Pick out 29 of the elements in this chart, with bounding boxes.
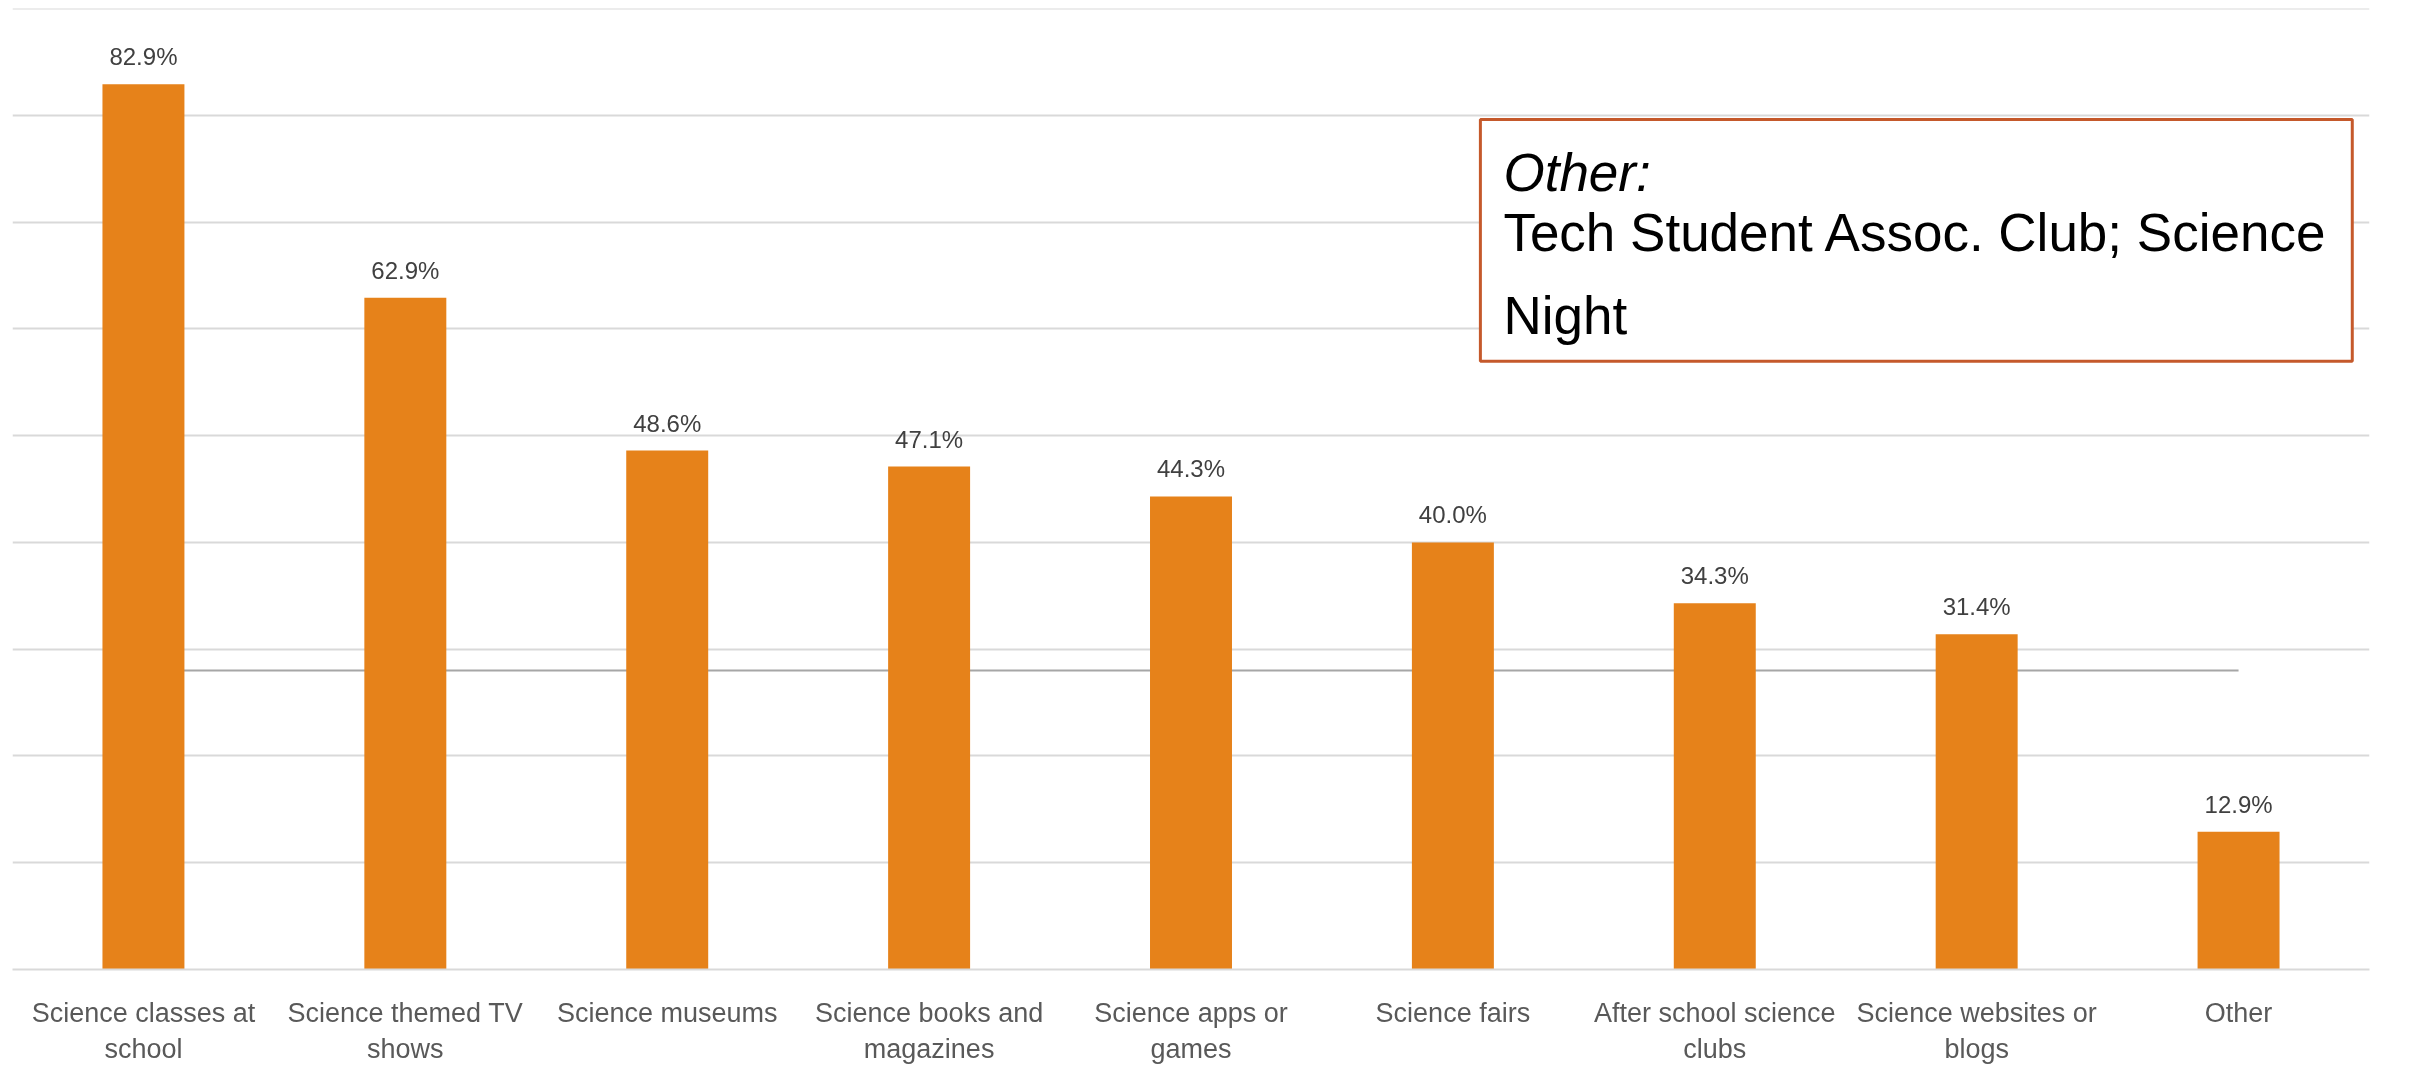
data-label: 44.3% [1156,455,1226,483]
bar [1150,496,1232,970]
data-label: 40.0% [1418,501,1487,529]
data-label: 31.4% [1942,593,2011,621]
x-tick-label: Science books and magazines [815,997,1044,1064]
data-label: 12.9% [2204,790,2273,818]
data-label: 82.9% [109,43,178,71]
bar [1935,634,2018,970]
data-label: 47.1% [895,425,964,453]
data-label: 62.9% [371,256,440,284]
bar [1673,603,1756,970]
x-tick-label: Science museums [556,997,778,1028]
bar [364,297,447,970]
x-tick-label: Science websites or blogs [1856,997,2097,1064]
x-tick-label: After school science clubs [1593,997,1836,1064]
data-label: 48.6% [633,409,702,437]
bar [1411,542,1494,970]
data-label: 34.3% [1680,562,1749,590]
x-tick-label: Science fairs [1375,997,1531,1028]
annotation: Tech Student Assoc. Club; Science Night [1503,202,2326,346]
x-tick-label: Science themed TV shows [287,997,523,1064]
bar [102,84,185,970]
bar [888,466,971,970]
x-tick-label: Science classes at school [31,997,256,1064]
annotation: Other: [1503,143,1651,203]
x-tick-label: Other [2204,997,2273,1028]
x-tick-label: Science apps or games [1094,997,1288,1064]
bar [626,450,709,970]
bar [2197,831,2280,970]
